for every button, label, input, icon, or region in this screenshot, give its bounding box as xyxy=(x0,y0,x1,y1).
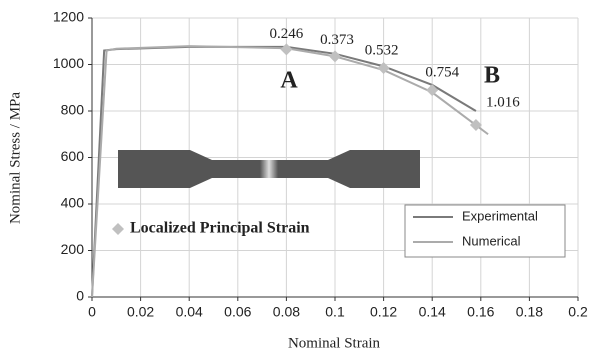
strain-marker xyxy=(329,50,341,62)
x-tick-label: 0.16 xyxy=(467,304,494,320)
legend-label: Numerical xyxy=(462,233,521,248)
chart: Nominal Strain Nominal Stress / MPa 0 200… xyxy=(0,0,599,354)
y-tick-label: 0 xyxy=(76,288,84,304)
y-tick-label: 400 xyxy=(61,195,85,211)
point-label: 0.532 xyxy=(365,42,399,58)
strain-marker xyxy=(426,84,438,96)
y-tick-label: 600 xyxy=(61,148,85,164)
x-tick-label: 0.12 xyxy=(370,304,397,320)
point-label: 0.754 xyxy=(425,65,459,81)
page: Nominal Strain Nominal Stress / MPa 0 200… xyxy=(0,0,599,354)
legend-label: Localized Principal Strain xyxy=(130,220,310,237)
x-tick-label: 0 xyxy=(88,304,96,320)
y-tick-label: 1000 xyxy=(53,55,84,71)
x-axis-label: Nominal Strain xyxy=(288,335,381,351)
specimen-shape xyxy=(118,150,420,188)
x-tick-label: 0.18 xyxy=(516,304,543,320)
y-axis-label: Nominal Stress / MPa xyxy=(7,92,23,224)
point-label: 0.373 xyxy=(320,32,354,48)
strain-marker xyxy=(280,43,292,55)
annotation: B xyxy=(484,63,500,89)
x-tick-label: 0.02 xyxy=(127,304,154,320)
legend-label: Experimental xyxy=(462,208,538,223)
x-tick-label: 0.1 xyxy=(325,304,345,320)
x-tick-label: 0.14 xyxy=(419,304,446,320)
x-tick-label: 0.06 xyxy=(224,304,251,320)
x-tick-label: 0.04 xyxy=(176,304,203,320)
point-label: 1.016 xyxy=(486,94,520,110)
legend-marker xyxy=(112,223,124,235)
y-tick-label: 200 xyxy=(61,241,85,257)
annotation: A xyxy=(280,68,298,94)
y-tick-label: 800 xyxy=(61,102,85,118)
x-tick-label: 0.2 xyxy=(568,304,588,320)
point-label: 0.246 xyxy=(270,26,304,42)
y-tick-label: 1200 xyxy=(53,9,84,25)
x-tick-label: 0.08 xyxy=(273,304,300,320)
